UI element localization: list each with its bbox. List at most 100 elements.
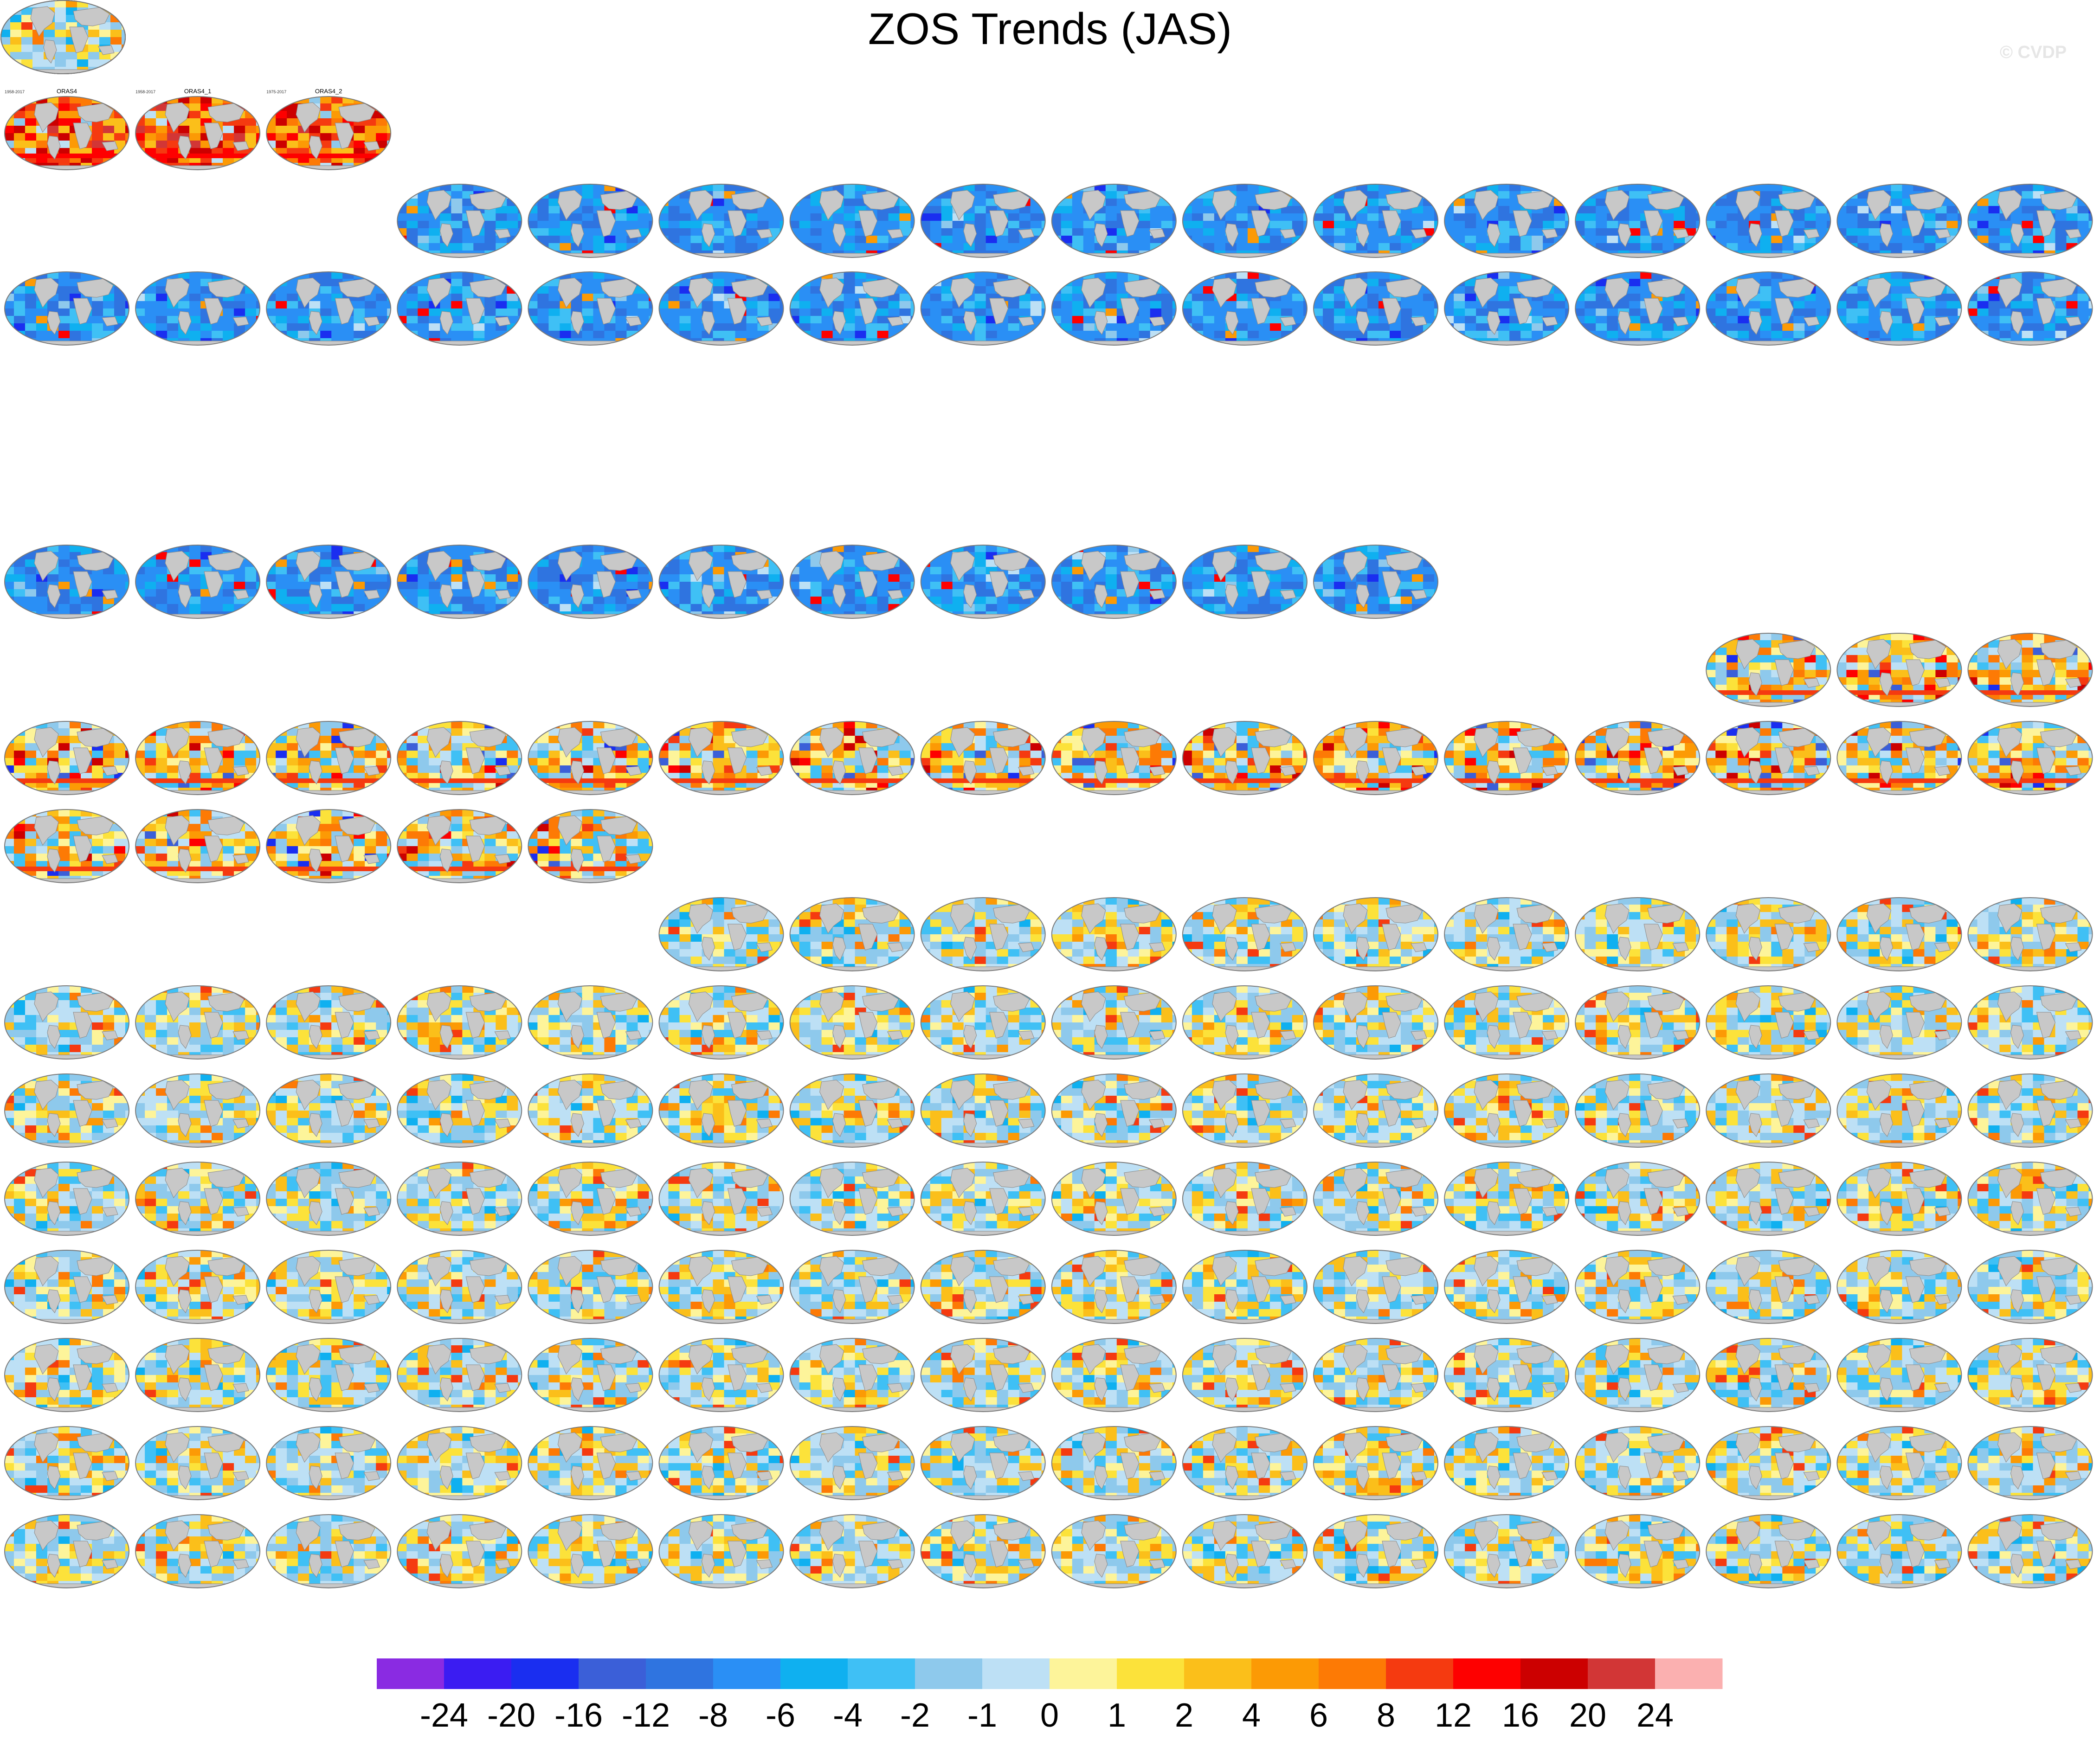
- trend-field: [921, 986, 1045, 1059]
- colorbar-tick-label: -20: [487, 1697, 535, 1734]
- map-outline: [1575, 1426, 1701, 1500]
- map-panel: [1444, 721, 1570, 795]
- map-panel: [528, 184, 653, 258]
- map-outline: [135, 1426, 261, 1500]
- map-panel: [920, 985, 1046, 1060]
- map-outline: [1313, 184, 1438, 258]
- map-outline: [4, 1250, 129, 1324]
- map-panel: [1051, 897, 1177, 971]
- map-outline: [4, 1514, 129, 1588]
- map-outline: [397, 1514, 522, 1588]
- map-panel: [1313, 897, 1438, 971]
- trend-field: [1968, 1515, 2093, 1588]
- map-outline: [135, 1162, 261, 1236]
- map-outline: [1051, 1250, 1177, 1324]
- map-outline: [1313, 1250, 1438, 1324]
- map-panel: [4, 1338, 129, 1412]
- map-panel: [658, 1426, 784, 1500]
- map-outline: [1182, 1514, 1308, 1588]
- trend-field: [1575, 898, 1700, 971]
- map-outline: [920, 1514, 1046, 1588]
- map-outline: [1706, 897, 1831, 971]
- map-panel: [658, 985, 784, 1060]
- trend-field: [397, 986, 522, 1059]
- colorbar-tick-label: -6: [766, 1697, 795, 1734]
- trend-field: [659, 1338, 784, 1412]
- map-outline: [397, 985, 522, 1060]
- map-panel: [528, 809, 653, 883]
- map-outline: [135, 1338, 261, 1412]
- map-panel: [397, 721, 522, 795]
- map-outline: [397, 1073, 522, 1148]
- map-outline: [1706, 1338, 1831, 1412]
- map-outline: [658, 1514, 784, 1588]
- trend-field: [790, 545, 915, 618]
- map-outline: [135, 809, 261, 883]
- map-panel: [1444, 985, 1570, 1060]
- map-panel: [1313, 545, 1438, 619]
- trend-field: [790, 986, 915, 1059]
- map-outline: [1706, 985, 1831, 1060]
- panel-period: 1958-2017: [5, 90, 25, 94]
- trend-field: [1182, 1162, 1307, 1235]
- watermark: © CVDP: [2000, 43, 2067, 63]
- colorbar-tick-label: 16: [1502, 1697, 1539, 1734]
- map-outline: [4, 721, 129, 795]
- map-outline: [1313, 721, 1438, 795]
- map-outline: [135, 721, 261, 795]
- map-outline: [1051, 897, 1177, 971]
- trend-field: [5, 1338, 129, 1412]
- panel-period: 1975-2017: [266, 90, 286, 94]
- map-panel: [1051, 1162, 1177, 1236]
- map-outline: [658, 985, 784, 1060]
- map-outline: [1967, 1426, 2093, 1500]
- map-panel: [135, 1514, 261, 1588]
- map-outline: [658, 721, 784, 795]
- map-outline: [4, 271, 129, 346]
- panel-period: 1958-2017: [135, 90, 155, 94]
- map-outline: [1444, 897, 1570, 971]
- map-outline: [266, 545, 392, 619]
- map-outline: [397, 1338, 522, 1412]
- map-panel: [1313, 1514, 1438, 1588]
- map-panel: [1313, 271, 1438, 346]
- map-panel: [1575, 1514, 1701, 1588]
- map-panel: [4, 1250, 129, 1324]
- map-outline: [1967, 271, 2093, 346]
- map-panel: [920, 1338, 1046, 1412]
- panel-title: ORAS4_2: [315, 88, 342, 95]
- trend-field: [528, 1426, 653, 1500]
- map-outline: [920, 1162, 1046, 1236]
- map-outline: [0, 0, 126, 74]
- colorbar-swatch: [579, 1658, 646, 1689]
- map-outline: [1182, 1162, 1308, 1236]
- trend-field: [266, 1162, 391, 1235]
- map-outline: [266, 1073, 392, 1148]
- map-panel: [1967, 721, 2093, 795]
- map-outline: [135, 96, 261, 170]
- trend-field: [397, 809, 522, 883]
- map-outline: [1444, 1426, 1570, 1500]
- map-panel: [1706, 184, 1831, 258]
- colorbar-swatch: [915, 1658, 983, 1689]
- map-outline: [1444, 1073, 1570, 1148]
- map-panel: [4, 1162, 129, 1236]
- map-panel: [1444, 271, 1570, 346]
- map-panel: [1182, 1514, 1308, 1588]
- map-outline: [920, 271, 1046, 346]
- map-panel: [1706, 897, 1831, 971]
- map-panel: [1051, 1514, 1177, 1588]
- map-outline: [1575, 184, 1701, 258]
- trend-field: [528, 184, 653, 257]
- map-panel: [1706, 985, 1831, 1060]
- map-panel: [528, 1250, 653, 1324]
- map-outline: [789, 1514, 915, 1588]
- map-panel: [920, 721, 1046, 795]
- map-panel: [4, 1514, 129, 1588]
- colorbar-swatch: [1655, 1658, 1723, 1689]
- map-panel: [658, 897, 784, 971]
- map-panel: [397, 1250, 522, 1324]
- map-outline: [266, 271, 392, 346]
- map-outline: [4, 985, 129, 1060]
- colorbar-tick-label: -16: [554, 1697, 603, 1734]
